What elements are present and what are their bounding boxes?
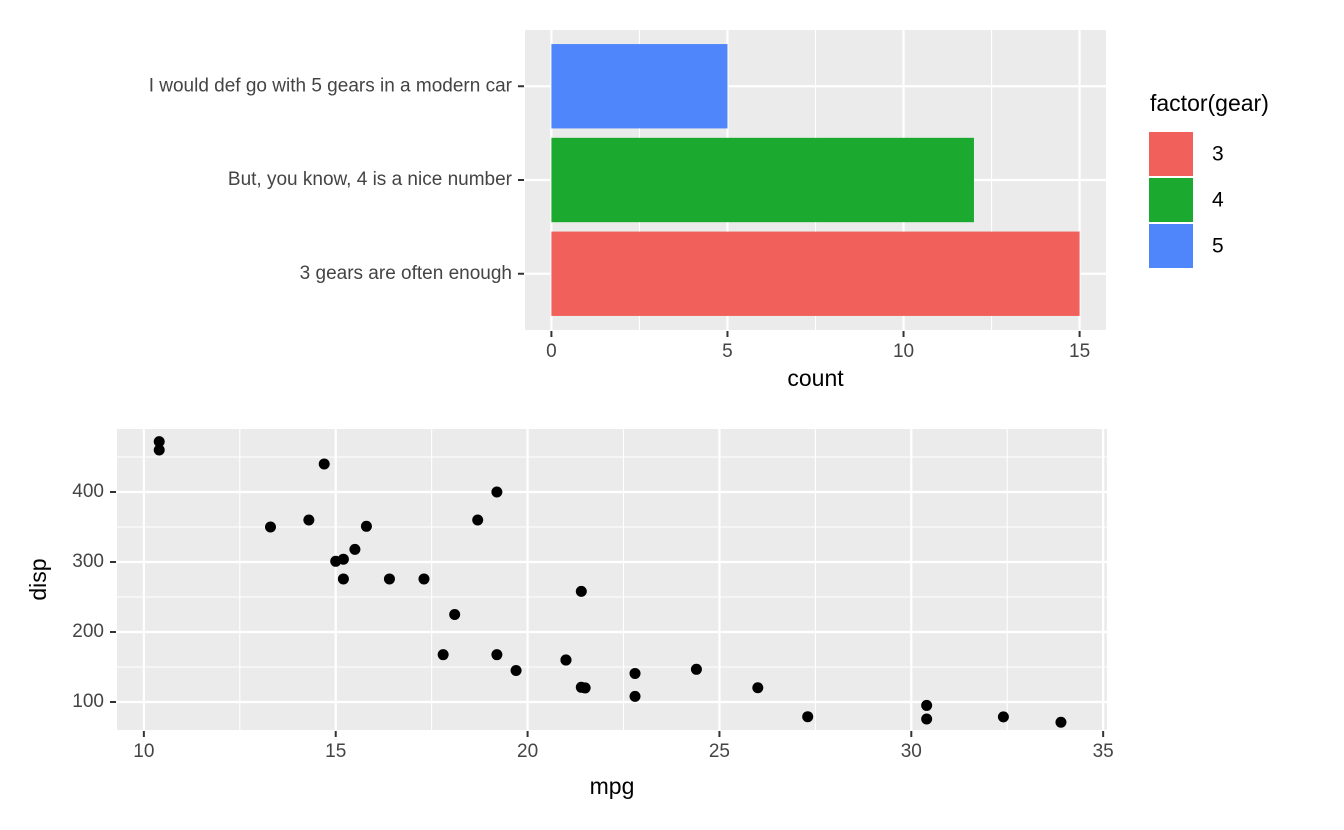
data-point-2 <box>629 690 641 702</box>
data-point-30 <box>330 555 342 567</box>
category-label-2: 3 gears are often enough <box>300 263 512 284</box>
data-point-23 <box>264 521 276 533</box>
legend-swatch-3 <box>1149 132 1193 176</box>
x-tick-label-1: 5 <box>722 341 733 362</box>
legend-label-5: 5 <box>1212 235 1224 258</box>
data-point-16 <box>318 458 330 470</box>
bar-1 <box>551 137 974 223</box>
data-point-26 <box>752 682 764 694</box>
legend-swatch-4 <box>1149 178 1193 222</box>
legend-title: factor(gear) <box>1150 90 1269 116</box>
x-tick-label-4: 30 <box>901 741 922 762</box>
mpg-disp-scatter-svg: 10 15 20 25 30 35 100 200 300 400 mpg disp <box>25 429 1114 799</box>
data-point-11 <box>383 573 395 585</box>
data-point-13 <box>337 573 349 585</box>
bar-0 <box>551 44 728 129</box>
x-tick-label-3: 25 <box>709 741 730 762</box>
data-point-15 <box>153 444 165 456</box>
legend-label-4: 4 <box>1212 189 1224 212</box>
x-tick-label-5: 35 <box>1093 741 1114 762</box>
data-point-18 <box>921 713 933 725</box>
data-point-28 <box>360 520 372 532</box>
x-axis-title: mpg <box>590 773 635 799</box>
data-point-27 <box>921 699 933 711</box>
x-tick-label-0: 0 <box>546 341 557 362</box>
y-tick-label-3: 400 <box>72 481 104 502</box>
x-tick-label-3: 15 <box>1069 341 1090 362</box>
y-tick-label-2: 300 <box>72 551 104 572</box>
y-tick-label-1: 200 <box>72 621 104 642</box>
y-axis-title: disp <box>25 558 51 600</box>
data-point-31 <box>575 681 587 693</box>
data-point-17 <box>997 711 1009 723</box>
data-point-12 <box>418 573 430 585</box>
mpg-disp-scatter-plot: 10 15 20 25 30 35 100 200 300 400 mpg disp <box>0 400 1344 830</box>
bar-2 <box>551 231 1080 316</box>
data-point-10 <box>437 649 449 661</box>
plot-panel <box>117 429 1107 730</box>
data-point-6 <box>303 514 315 526</box>
gear-bar-chart: I would def go with 5 gears in a modern … <box>0 0 1344 400</box>
data-point-29 <box>510 665 522 676</box>
x-tick-label-0: 10 <box>133 741 154 762</box>
data-point-1 <box>560 654 572 666</box>
data-point-9 <box>491 649 503 661</box>
data-point-5 <box>449 609 461 620</box>
gear-bar-chart-svg: I would def go with 5 gears in a modern … <box>149 30 1269 391</box>
category-label-1: But, you know, 4 is a nice number <box>228 169 513 190</box>
data-point-14 <box>153 436 165 448</box>
data-point-3 <box>575 585 587 597</box>
x-axis-title: count <box>787 365 844 391</box>
x-tick-label-1: 15 <box>325 741 346 762</box>
data-point-8 <box>629 667 641 679</box>
data-point-21 <box>349 543 361 555</box>
category-label-0: I would def go with 5 gears in a modern … <box>149 75 513 96</box>
legend-swatch-5 <box>1149 224 1193 268</box>
data-point-7 <box>690 663 702 675</box>
data-point-4 <box>472 514 484 526</box>
data-point-24 <box>491 486 503 498</box>
data-point-19 <box>1055 716 1067 728</box>
legend-label-3: 3 <box>1212 143 1224 166</box>
x-tick-label-2: 20 <box>517 741 538 762</box>
data-point-25 <box>802 711 814 723</box>
y-tick-label-0: 100 <box>72 691 104 712</box>
x-tick-label-2: 10 <box>893 341 914 362</box>
